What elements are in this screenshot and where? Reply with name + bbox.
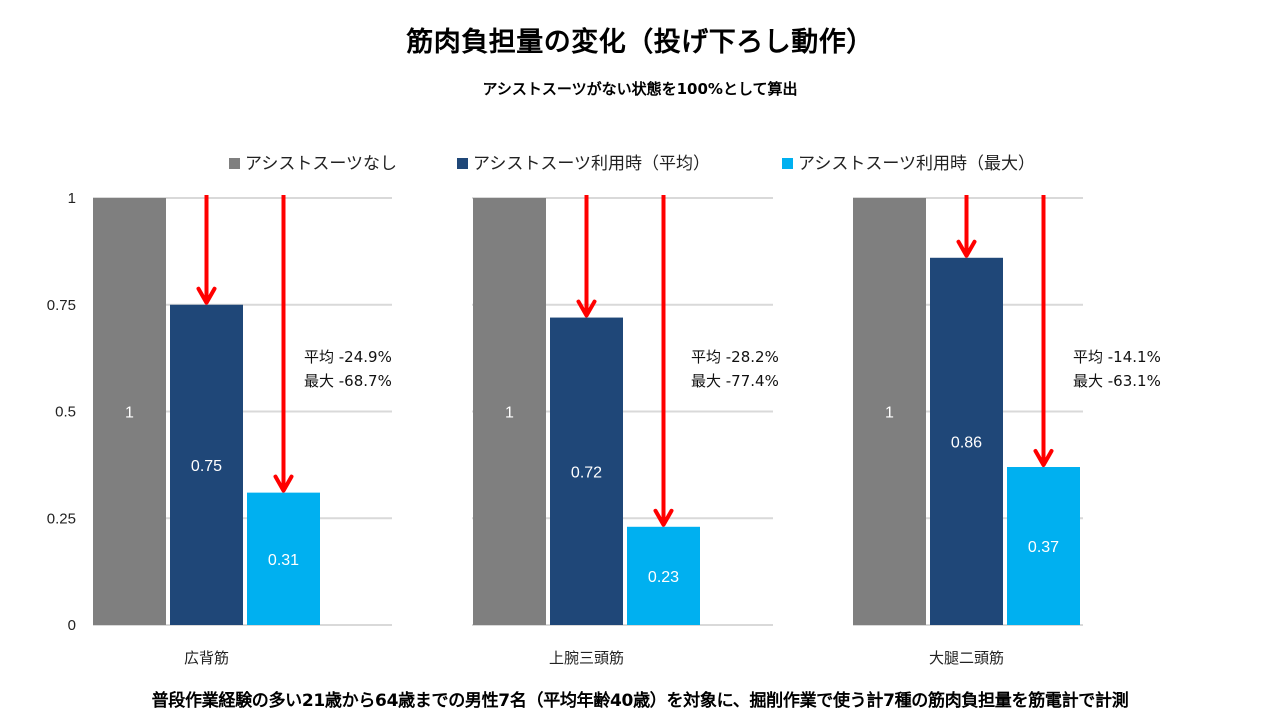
legend-label-suit-max: アシストスーツ利用時（最大） — [798, 154, 1035, 174]
legend-swatch-suit-max — [782, 157, 793, 169]
data-label: 1 — [885, 405, 894, 422]
category-label: 広背筋 — [184, 649, 229, 667]
legend-item-no-suit: アシストスーツなし — [229, 149, 397, 174]
annotation-max: 最大 -63.1% — [1073, 372, 1161, 390]
bar-no-suit — [473, 198, 546, 625]
reduction-arrow-average — [196, 195, 217, 305]
legend-label-no-suit: アシストスーツなし — [245, 154, 397, 174]
chart-title: 筋肉負担量の変化（投げ下ろし動作） — [406, 27, 874, 58]
legend-label-suit-average: アシストスーツ利用時（平均） — [473, 154, 710, 174]
data-label: 1 — [505, 405, 514, 422]
category-label: 大腿二頭筋 — [929, 649, 1004, 667]
bar-suit-max — [1007, 467, 1080, 625]
data-label: 1 — [125, 405, 134, 422]
reduction-arrow-max — [653, 195, 674, 527]
annotation-max: 最大 -77.4% — [691, 372, 779, 390]
category-label: 上腕三頭筋 — [549, 649, 624, 667]
annotation-average: 平均 -28.2% — [691, 348, 779, 366]
chart-subtitle: アシストスーツがない状態を100%として算出 — [482, 80, 798, 98]
reduction-arrow-max — [1033, 195, 1054, 468]
legend: アシストスーツなし アシストスーツ利用時（平均） アシストスーツ利用時（最大） — [0, 149, 1280, 174]
legend-item-suit-average: アシストスーツ利用時（平均） — [457, 149, 710, 174]
data-label: 0.37 — [1028, 539, 1059, 556]
legend-item-suit-max: アシストスーツ利用時（最大） — [782, 149, 1035, 174]
legend-swatch-suit-average — [457, 157, 468, 169]
legend-swatch-no-suit — [229, 157, 240, 169]
y-tick-label: 0.25 — [47, 510, 76, 527]
data-label: 0.72 — [571, 464, 602, 481]
data-label: 0.86 — [951, 434, 982, 451]
data-label: 0.23 — [648, 569, 679, 586]
reduction-arrow-average — [956, 195, 977, 258]
annotation-average: 平均 -24.9% — [304, 348, 392, 366]
y-tick-label: 1 — [68, 190, 76, 207]
bar-suit-average — [930, 257, 1003, 625]
bar-no-suit — [853, 198, 926, 625]
bar-no-suit — [93, 198, 166, 625]
bar-suit-max — [247, 492, 320, 625]
reduction-arrow-max — [273, 195, 294, 493]
bar-suit-average — [170, 304, 243, 625]
data-label: 0.75 — [191, 458, 222, 475]
annotation-max: 最大 -68.7% — [304, 372, 392, 390]
annotation-average: 平均 -14.1% — [1073, 348, 1161, 366]
footnote: 普段作業経験の多い21歳から64歳までの男性7名（平均年齢40歳）を対象に、掘削… — [151, 691, 1129, 711]
y-tick-label: 0.5 — [55, 404, 76, 421]
bar-suit-average — [550, 317, 623, 625]
data-label: 0.31 — [268, 552, 299, 569]
y-tick-label: 0 — [68, 617, 76, 634]
reduction-arrow-average — [576, 195, 597, 318]
y-tick-label: 0.75 — [47, 297, 76, 314]
bar-suit-max — [627, 526, 700, 625]
